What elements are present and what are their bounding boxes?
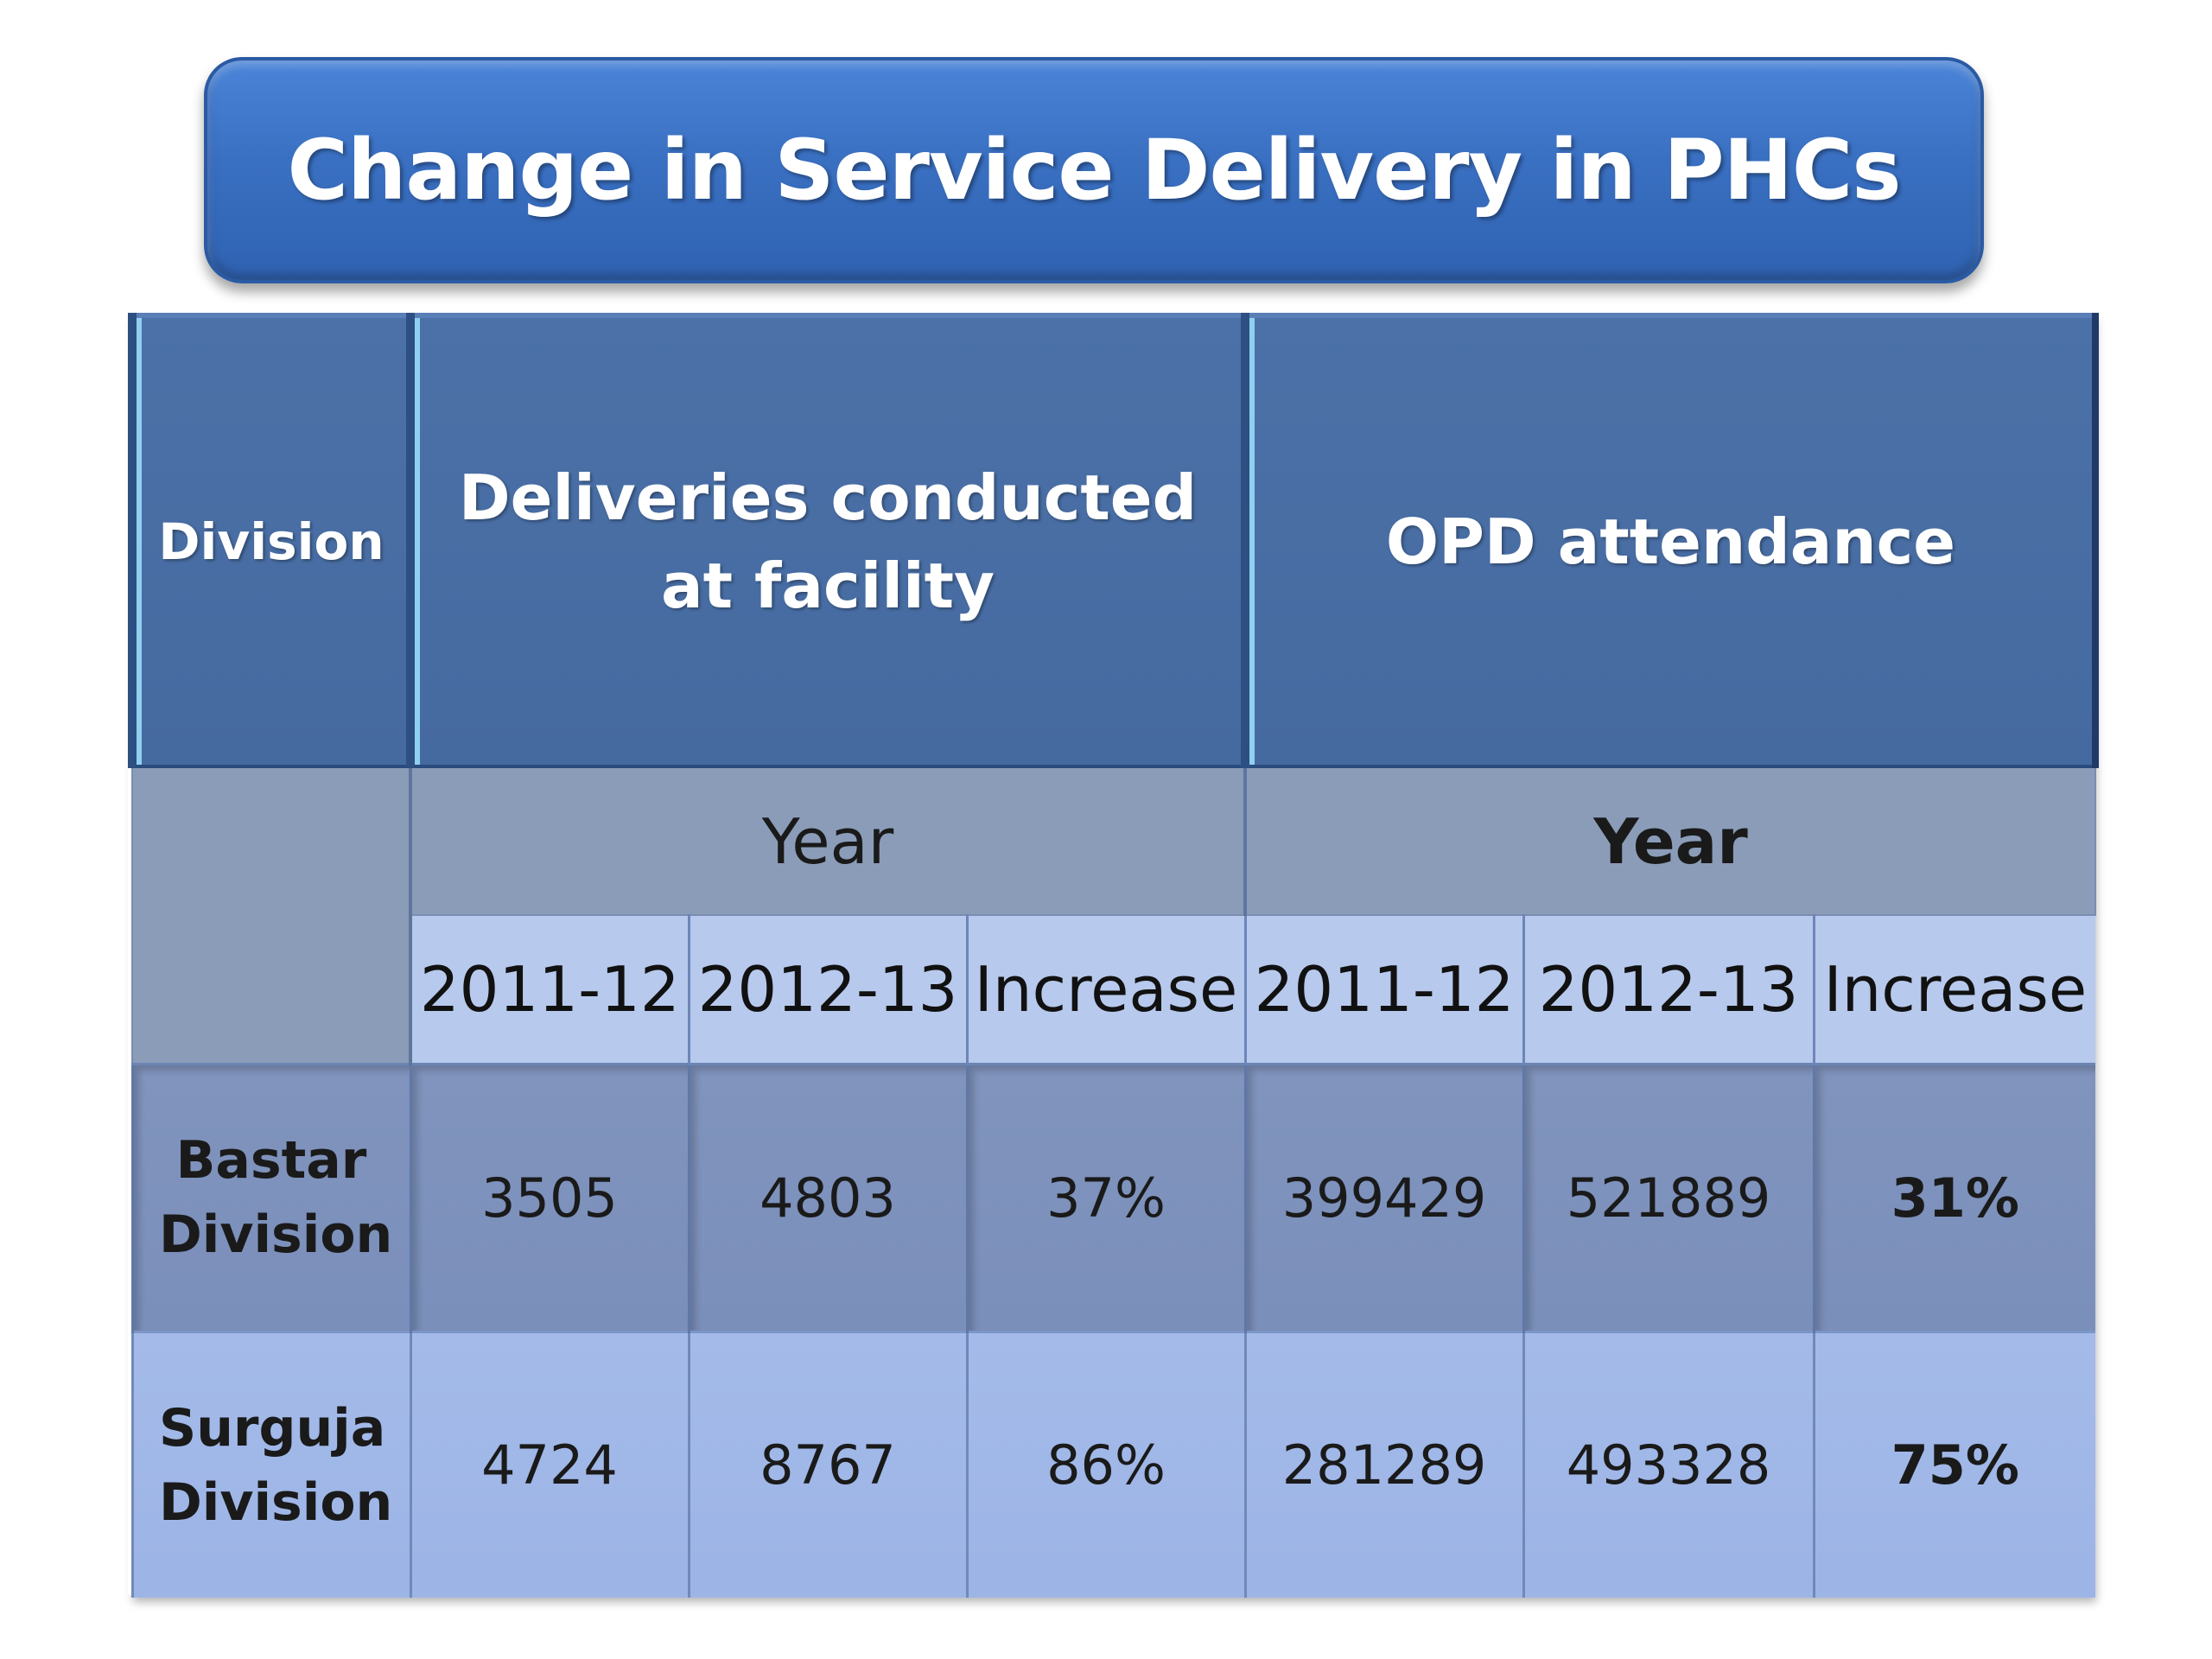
service-delivery-table: Division Deliveries conducted at facilit… [128,313,2100,1598]
title-banner: Change in Service Delivery in PHCs [204,57,1984,283]
value-deliveries-2011-12: 3505 [409,1062,689,1332]
year-row: Year Year [131,766,2097,1065]
value-deliveries-increase: 86% [965,1330,1246,1598]
slide-title: Change in Service Delivery in PHCs [287,122,1902,219]
value-opd-2012-13: 493328 [1522,1330,1815,1598]
value-opd-increase: 31% [1812,1062,2096,1332]
value-opd-2012-13: 521889 [1522,1062,1815,1332]
year-label-opd: Year [1243,766,2097,916]
year-label-deliveries: Year [408,766,1247,916]
header-deliveries: Deliveries conducted at facility [405,313,1249,768]
value-opd-increase: 75% [1812,1330,2096,1598]
table-row-bastar: Bastar Division 3505 4803 37% 399429 521… [130,1062,2096,1332]
col-deliveries-2011-12: 2011-12 [409,914,689,1065]
service-delivery-table-container: Division Deliveries conducted at facilit… [128,313,2100,1598]
col-deliveries-increase: Increase [965,914,1246,1065]
blank-corner-cell [131,766,412,1065]
header-opd: OPD attendance [1241,313,2100,768]
value-deliveries-2012-13: 8767 [687,1330,967,1598]
col-opd-increase: Increase [1812,914,2096,1065]
division-name-text: Bastar Division [159,1130,393,1265]
col-opd-2012-13: 2012-13 [1522,914,1815,1065]
header-deliveries-text: Deliveries conducted at facility [458,461,1198,622]
year-columns-row: 2011-12 2012-13 Increase 2011-12 2012-13… [132,914,2096,1065]
value-opd-2011-12: 281289 [1243,1330,1524,1598]
division-name-text: Surguja Division [159,1397,393,1533]
value-deliveries-increase: 37% [965,1062,1246,1332]
header-division: Division [128,313,414,768]
header-row: Division Deliveries conducted at facilit… [128,313,2100,768]
value-deliveries-2011-12: 4724 [409,1330,689,1598]
value-opd-2011-12: 399429 [1243,1062,1524,1332]
table-row-surguja: Surguja Division 4724 8767 86% 281289 49… [130,1330,2096,1598]
division-name: Bastar Division [130,1062,410,1332]
col-opd-2011-12: 2011-12 [1243,914,1524,1065]
division-name: Surguja Division [130,1330,410,1598]
col-deliveries-2012-13: 2012-13 [687,914,967,1065]
value-deliveries-2012-13: 4803 [687,1062,967,1332]
